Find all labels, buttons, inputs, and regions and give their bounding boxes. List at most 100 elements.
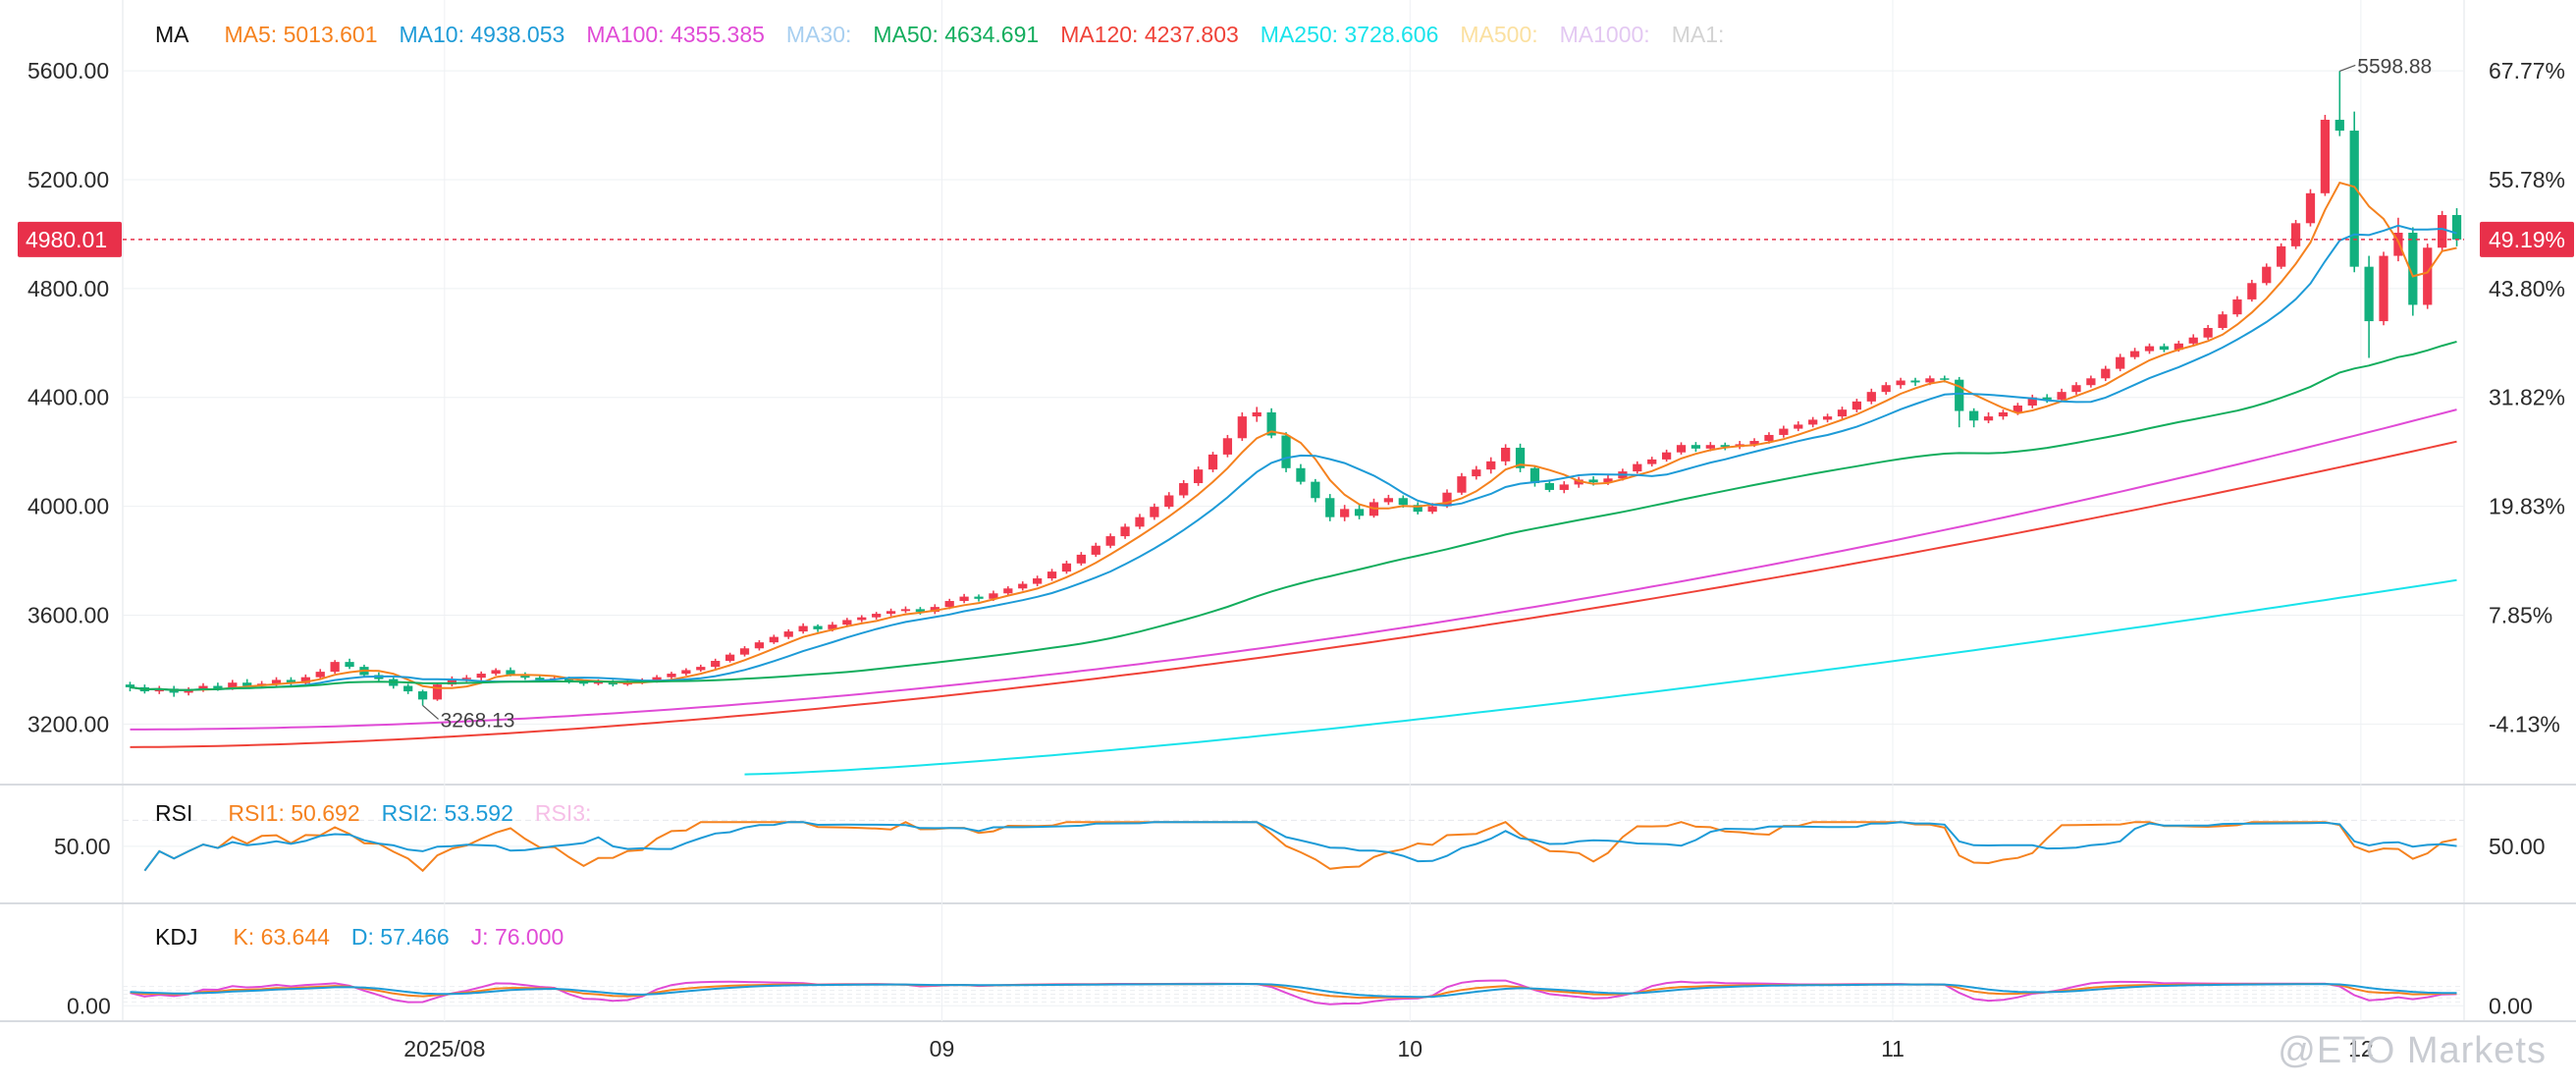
candle-body xyxy=(1515,447,1526,468)
ma10-legend[interactable]: MA10: 4938.053 xyxy=(399,22,565,47)
price-tick-label: 3600.00 xyxy=(27,602,109,627)
current-pct-badge xyxy=(2480,221,2574,257)
candle-body xyxy=(989,593,998,599)
kdj-k-line xyxy=(130,983,2457,1000)
candle-body xyxy=(1179,483,1189,496)
kdj-j-line xyxy=(130,979,2457,1005)
candle-body xyxy=(1033,578,1043,584)
candle-body xyxy=(520,674,530,679)
candle-body xyxy=(403,685,413,692)
candle-body xyxy=(667,674,676,678)
candle-body xyxy=(184,689,193,693)
rsi-legend: RSI RSI1: 50.692 RSI2: 53.592 RSI3: xyxy=(155,800,591,827)
candle-body xyxy=(1633,463,1642,472)
candle-body xyxy=(798,625,808,632)
candle-body xyxy=(2247,283,2257,299)
candle-body xyxy=(1603,478,1613,483)
rsi3-legend[interactable]: RSI3: xyxy=(534,800,592,826)
candle-body xyxy=(2129,351,2140,357)
candle-body xyxy=(857,617,867,621)
candle-body xyxy=(724,654,735,662)
candle-body xyxy=(578,681,589,684)
kdj-tick-label-left: 0.00 xyxy=(67,993,111,1018)
candle-body xyxy=(1559,484,1569,490)
candle-body xyxy=(1955,379,1964,411)
time-tick-label: 2025/08 xyxy=(403,1036,485,1061)
rsi1-line xyxy=(143,821,2457,873)
candle-body xyxy=(2027,397,2037,407)
candle-body xyxy=(1501,447,1511,462)
candle-body xyxy=(783,631,793,637)
pct-tick-label: 31.82% xyxy=(2489,385,2565,410)
ma5-legend[interactable]: MA5: 5013.601 xyxy=(224,22,378,47)
rsi2-line xyxy=(143,821,2457,872)
candle-body xyxy=(2408,233,2418,305)
eto-markets-watermark: @ETO Markets xyxy=(2278,1030,2547,1071)
ma-legend-title: MA xyxy=(155,22,189,47)
candle-body xyxy=(1105,536,1115,546)
candle-body xyxy=(2232,299,2242,315)
candle-body xyxy=(1442,492,1452,507)
kdj-k-legend[interactable]: K: 63.644 xyxy=(233,924,330,950)
candle-body xyxy=(1061,563,1072,572)
candle-body xyxy=(2218,314,2227,329)
ma50-legend[interactable]: MA50: 4634.691 xyxy=(873,22,1040,47)
candle-body xyxy=(315,672,325,678)
candle-body xyxy=(2174,343,2183,351)
candle-body xyxy=(271,679,282,684)
candle-body xyxy=(1457,476,1467,493)
candle-body xyxy=(2364,266,2374,322)
candle-body xyxy=(842,620,852,625)
price-tick-label: 4400.00 xyxy=(27,385,109,410)
candle-body xyxy=(974,596,984,599)
ma120-legend[interactable]: MA120: 4237.803 xyxy=(1060,22,1239,47)
candle-body xyxy=(1852,401,1862,410)
ma250-legend[interactable]: MA250: 3728.606 xyxy=(1260,22,1439,47)
ma5-line xyxy=(130,181,2457,691)
candle-body xyxy=(198,685,208,690)
candle-body xyxy=(2012,406,2022,412)
candle-body xyxy=(2262,266,2272,284)
candle-body xyxy=(1018,583,1028,589)
ma500-legend[interactable]: MA500: xyxy=(1460,22,1538,47)
candle-body xyxy=(2159,346,2170,351)
candle-body xyxy=(608,681,617,685)
kdj-j-legend[interactable]: J: 76.000 xyxy=(470,924,564,950)
candle-body xyxy=(2188,337,2198,344)
candle-body xyxy=(711,661,721,668)
candle-body xyxy=(286,679,296,683)
candle-body xyxy=(813,625,823,629)
ma1000-legend[interactable]: MA1000: xyxy=(1559,22,1650,47)
candle-body xyxy=(2277,245,2286,267)
candle-body xyxy=(1281,435,1291,468)
candle-body xyxy=(754,642,765,649)
candle-body xyxy=(506,670,515,675)
price-tick-label: 3200.00 xyxy=(27,711,109,736)
rsi1-legend[interactable]: RSI1: 50.692 xyxy=(228,800,360,826)
candle-body xyxy=(872,614,882,618)
rsi2-legend[interactable]: RSI2: 53.592 xyxy=(381,800,513,826)
candle-body xyxy=(1940,378,1950,380)
candle-body xyxy=(1808,419,1818,425)
candle-body xyxy=(213,685,223,689)
annotation-leader xyxy=(2339,64,2356,72)
candle-body xyxy=(1705,445,1715,449)
ma100-legend[interactable]: MA100: 4355.385 xyxy=(586,22,765,47)
candle-body xyxy=(1076,554,1086,564)
pct-tick-label: 43.80% xyxy=(2489,276,2565,301)
candle-body xyxy=(2423,247,2433,305)
ma30-legend[interactable]: MA30: xyxy=(785,22,852,47)
candle-body xyxy=(2349,131,2359,267)
candle-body xyxy=(345,662,354,668)
candle-body xyxy=(593,681,604,684)
candle-body xyxy=(1164,495,1174,508)
kdj-d-legend[interactable]: D: 57.466 xyxy=(350,924,450,950)
ma1-legend[interactable]: MA1: xyxy=(1671,22,1725,47)
candle-body xyxy=(1296,467,1306,482)
candle-body xyxy=(1676,445,1687,453)
candle-body xyxy=(432,684,443,700)
candle-body xyxy=(2320,119,2331,193)
candle-body xyxy=(1647,459,1657,464)
